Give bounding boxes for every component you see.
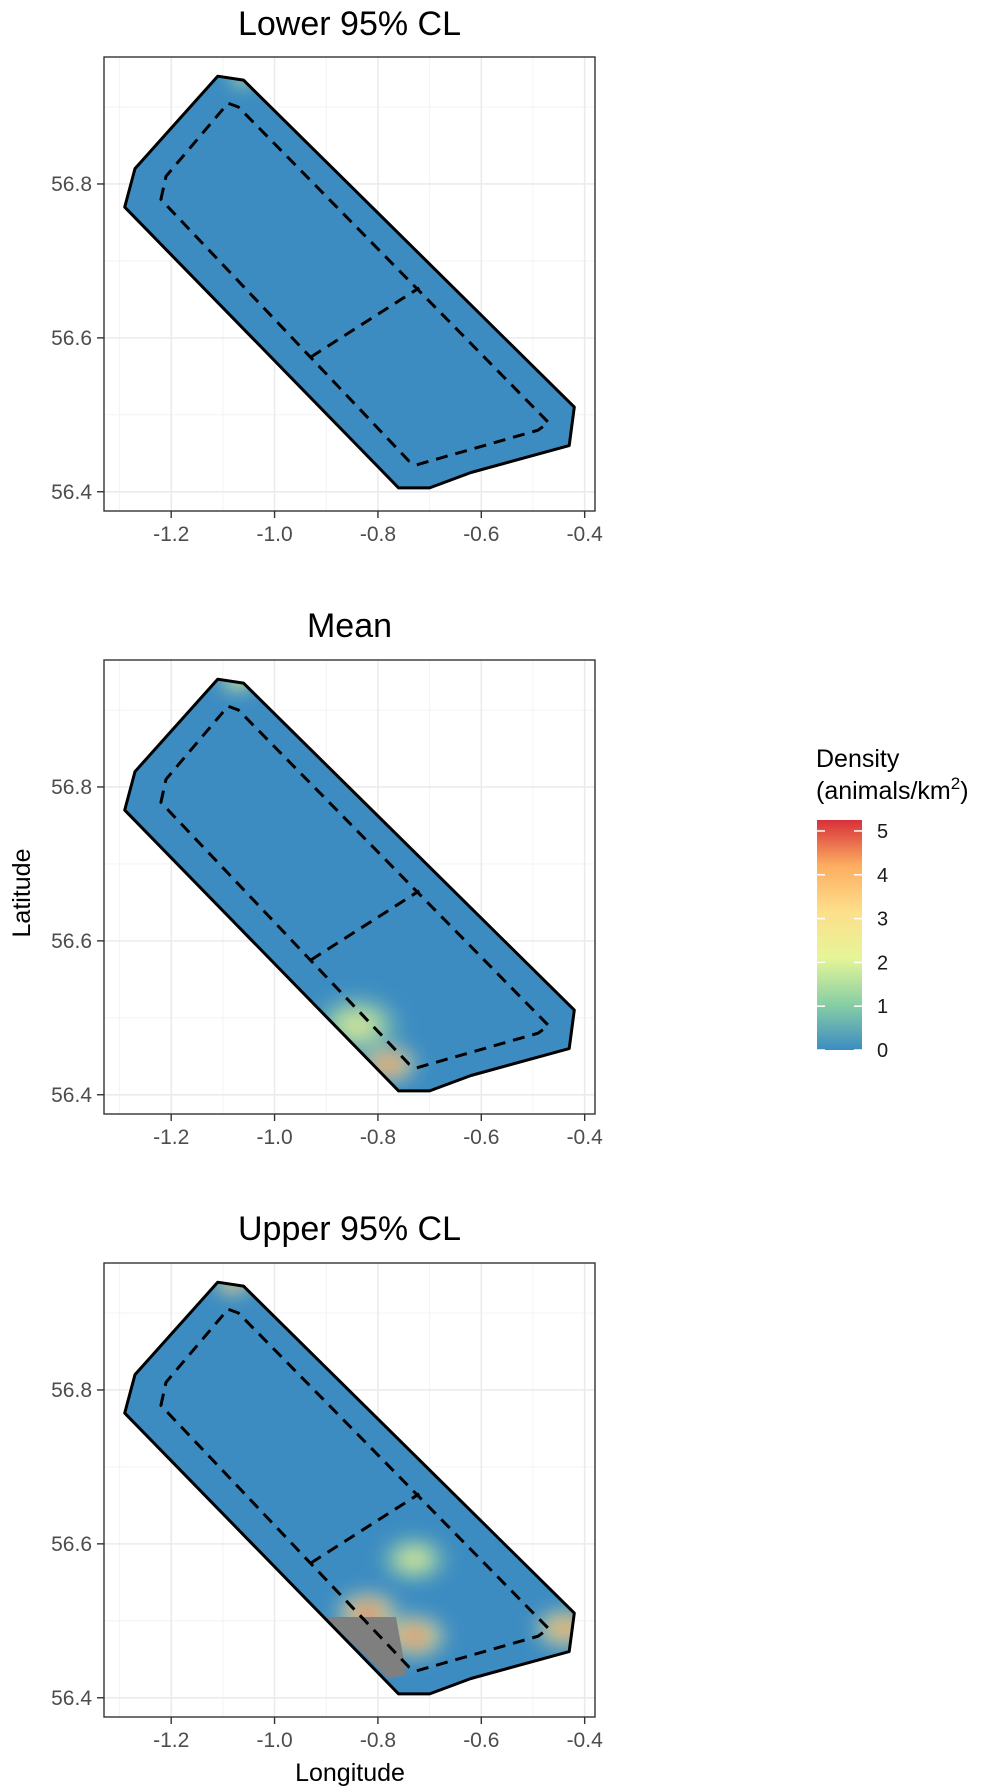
x-tick-label: -1.0 xyxy=(256,523,292,546)
hotspots xyxy=(223,62,264,90)
legend-title-line2: (animals/km2) xyxy=(816,774,969,805)
y-tick-label: 56.6 xyxy=(51,930,92,953)
na-region xyxy=(326,1617,406,1679)
density-surface xyxy=(125,1265,602,1694)
x-axis-title: Longitude xyxy=(295,1759,405,1787)
y-tick-label: 56.4 xyxy=(51,1084,92,1107)
x-tick-label: -0.4 xyxy=(567,523,604,546)
legend-tick-label: 4 xyxy=(877,865,888,887)
panel-title: Upper 95% CL xyxy=(238,1210,461,1248)
legend-tick-label: 3 xyxy=(877,909,888,931)
x-tick-label: -0.6 xyxy=(463,523,499,546)
legend-title-unit: (animals/km xyxy=(816,777,951,805)
legend-title-close: ) xyxy=(960,777,968,805)
density-hotspot xyxy=(373,1531,456,1588)
x-tick-label: -0.4 xyxy=(567,1729,604,1752)
panel-title: Mean xyxy=(307,607,392,645)
x-tick-label: -0.6 xyxy=(463,1729,499,1752)
x-tick-label: -1.0 xyxy=(256,1729,292,1752)
legend-title-superscript: 2 xyxy=(951,774,960,793)
x-tick-label: -0.8 xyxy=(360,1729,396,1752)
density-base xyxy=(125,76,575,488)
x-tick-label: -0.8 xyxy=(360,1126,396,1149)
panel-upper: Upper 95% CL -1.2 -1.0 -0.8 -0.6 -0.4 56.4 56.6… xyxy=(51,1210,603,1752)
y-tick-label: 56.4 xyxy=(51,481,92,504)
panel-title: Lower 95% CL xyxy=(238,5,461,43)
panel-lower: Lower 95% CL -1.2 -1.0 -0.8 -0.6 -0.4 56.4 56.6… xyxy=(51,5,603,546)
y-tick-label: 56.6 xyxy=(51,1533,92,1556)
density-hotspot xyxy=(223,62,264,90)
legend-tick-label: 0 xyxy=(877,1040,888,1062)
density-hotspot xyxy=(527,1603,601,1654)
legend-tick-label: 5 xyxy=(877,821,888,843)
y-tick-label: 56.8 xyxy=(51,1379,92,1402)
x-tick-label: -0.8 xyxy=(360,523,396,546)
y-tick-label: 56.6 xyxy=(51,327,92,350)
panels-group: Lower 95% CL -1.2 -1.0 -0.8 -0.6 -0.4 56.4 56.6… xyxy=(51,5,603,1752)
legend-tick-label: 1 xyxy=(877,996,888,1018)
density-hotspot xyxy=(304,989,412,1063)
x-tick-label: -1.2 xyxy=(153,1126,189,1149)
legend-title-line1: Density xyxy=(816,745,900,773)
x-tick-label: -1.2 xyxy=(153,1729,189,1752)
panel-mean: Mean -1.2 -1.0 -0.8 -0.6 -0.4 56.4 56.6 56.8 xyxy=(51,607,603,1149)
density-surface xyxy=(125,662,575,1091)
y-tick-label: 56.8 xyxy=(51,173,92,196)
legend-tick-label: 2 xyxy=(877,952,888,974)
y-tick-label: 56.8 xyxy=(51,776,92,799)
x-tick-label: -0.6 xyxy=(463,1126,499,1149)
x-tick-label: -0.4 xyxy=(567,1126,604,1149)
x-tick-label: -1.0 xyxy=(256,1126,292,1149)
legend-colorbar xyxy=(817,820,862,1050)
x-tick-label: -1.2 xyxy=(153,523,189,546)
y-tick-label: 56.4 xyxy=(51,1687,92,1710)
y-axis-title: Latitude xyxy=(8,849,36,938)
